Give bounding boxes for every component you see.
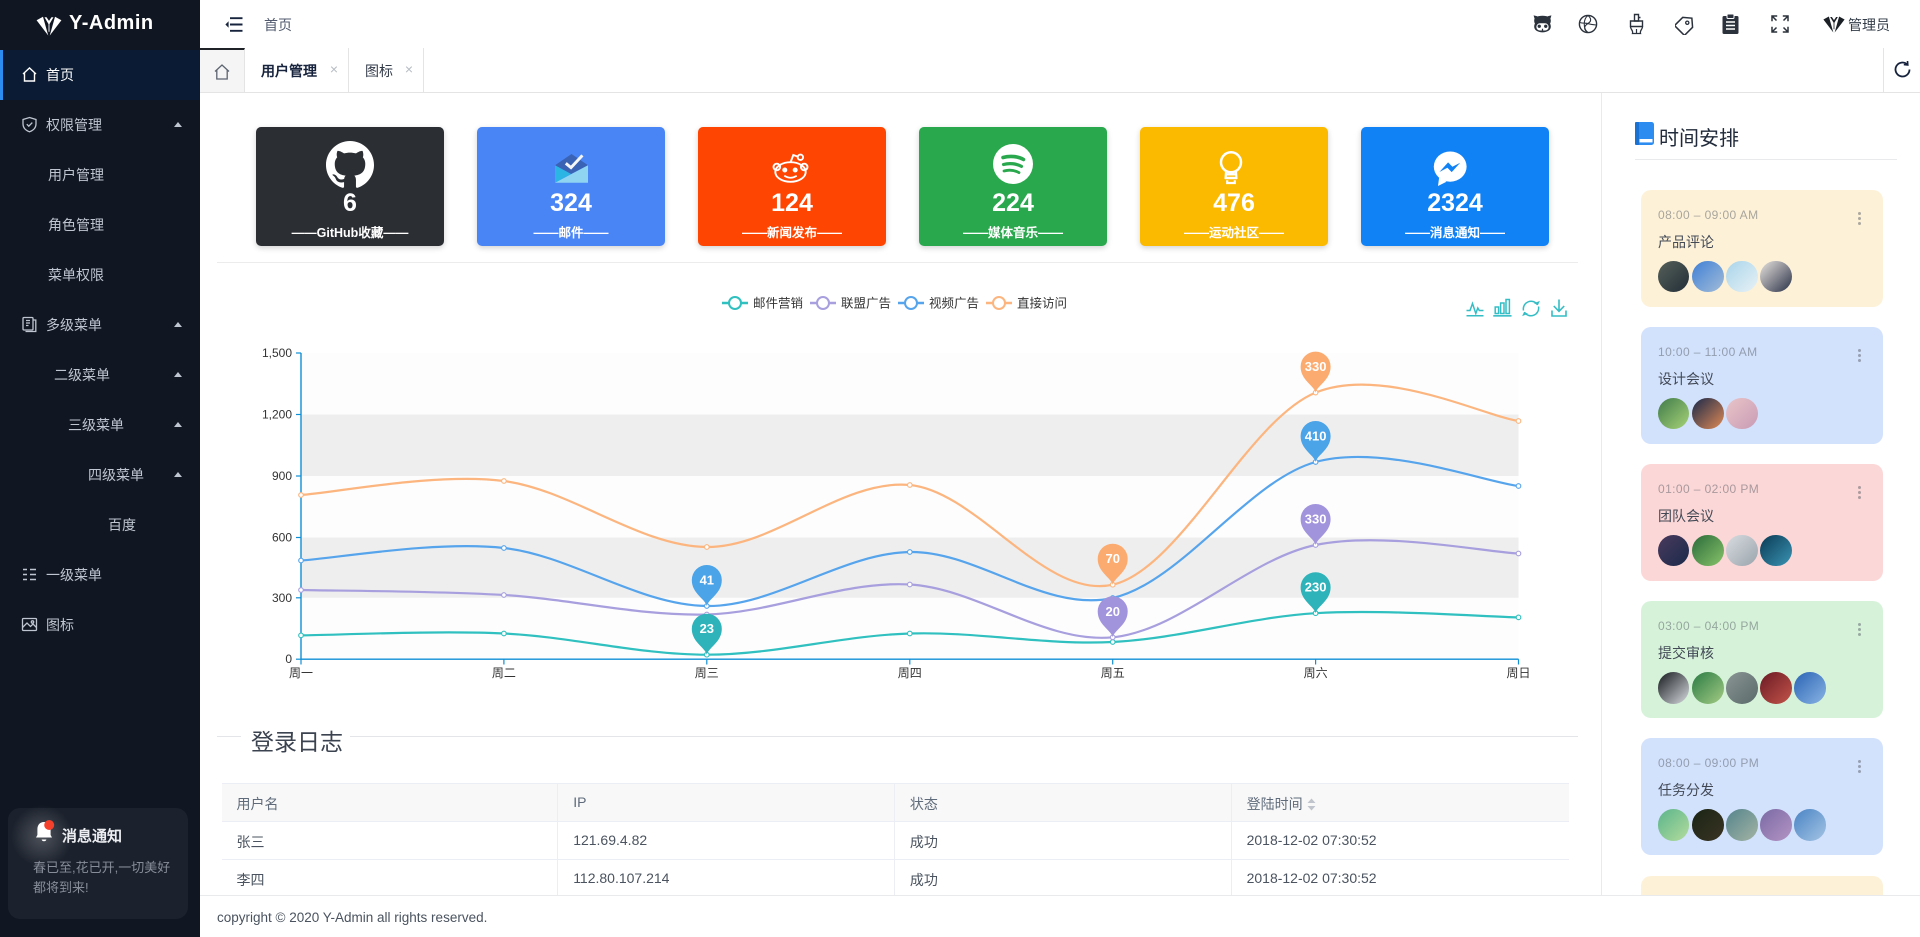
svg-text:周日: 周日 xyxy=(1506,666,1530,680)
svg-text:直接访问: 直接访问 xyxy=(1017,296,1067,311)
svg-text:600: 600 xyxy=(272,531,292,545)
svg-text:23: 23 xyxy=(700,621,714,636)
svg-text:周一: 周一 xyxy=(289,666,313,680)
svg-text:900: 900 xyxy=(272,469,292,483)
svg-text:联盟广告: 联盟广告 xyxy=(841,297,891,311)
svg-text:70: 70 xyxy=(1105,551,1119,566)
svg-text:周三: 周三 xyxy=(695,666,719,680)
svg-text:410: 410 xyxy=(1305,429,1327,444)
svg-text:20: 20 xyxy=(1105,604,1119,619)
svg-text:41: 41 xyxy=(700,573,714,588)
svg-text:周二: 周二 xyxy=(492,666,516,680)
svg-text:周六: 周六 xyxy=(1304,666,1328,680)
svg-text:330: 330 xyxy=(1305,359,1327,374)
svg-text:1,500: 1,500 xyxy=(262,346,292,360)
svg-text:300: 300 xyxy=(272,591,292,605)
svg-text:330: 330 xyxy=(1305,512,1327,527)
svg-text:1,200: 1,200 xyxy=(262,408,292,422)
svg-text:邮件营销: 邮件营销 xyxy=(753,297,803,311)
svg-text:0: 0 xyxy=(285,652,292,666)
svg-text:周四: 周四 xyxy=(898,666,922,680)
svg-text:视频广告: 视频广告 xyxy=(929,296,979,311)
svg-text:周五: 周五 xyxy=(1101,666,1125,680)
svg-text:230: 230 xyxy=(1305,580,1327,595)
